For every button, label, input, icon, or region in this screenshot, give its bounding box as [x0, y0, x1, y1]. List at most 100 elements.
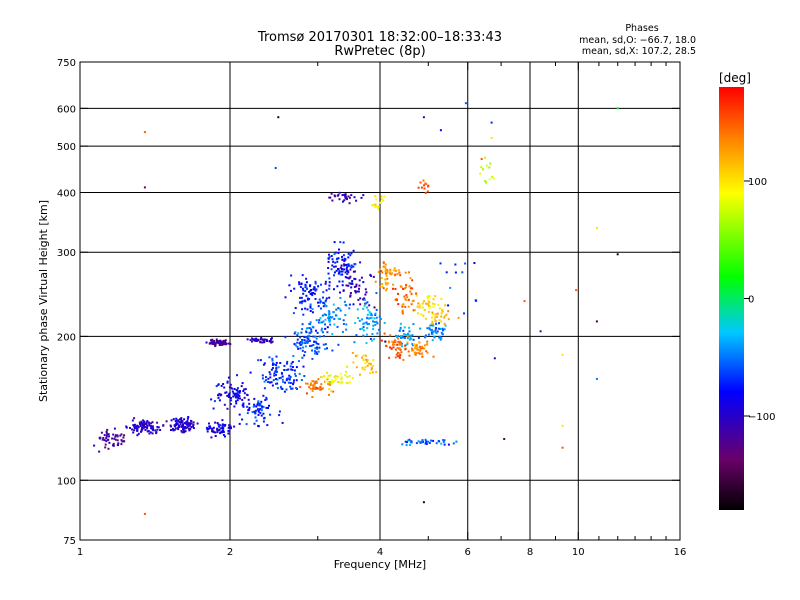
data-point — [326, 378, 329, 381]
data-point — [421, 306, 424, 309]
data-point — [399, 340, 402, 343]
data-point — [431, 311, 434, 314]
data-point — [318, 319, 321, 322]
data-point — [186, 423, 189, 426]
data-point — [133, 429, 136, 432]
data-point — [332, 390, 335, 393]
data-point — [311, 390, 314, 392]
data-point — [419, 347, 422, 350]
data-point — [379, 201, 382, 204]
data-point — [323, 303, 326, 306]
data-point — [278, 414, 281, 417]
data-point — [106, 433, 109, 436]
data-point — [300, 296, 303, 299]
data-point — [214, 345, 217, 348]
data-point — [286, 360, 289, 363]
data-point — [397, 334, 400, 337]
data-point — [297, 332, 300, 335]
data-point — [208, 422, 210, 425]
data-point — [309, 387, 312, 390]
data-point — [417, 351, 420, 354]
data-point — [416, 346, 419, 349]
data-point — [298, 372, 301, 375]
data-point — [227, 342, 230, 345]
data-point — [370, 314, 373, 317]
data-point — [145, 423, 148, 426]
data-point — [403, 337, 406, 339]
data-point — [107, 433, 110, 436]
data-point — [308, 291, 311, 293]
data-point — [307, 338, 310, 341]
data-point — [405, 444, 408, 447]
data-point — [289, 375, 292, 378]
data-point — [181, 421, 184, 424]
data-point — [215, 338, 218, 341]
data-point — [311, 357, 314, 360]
colorbar-label: [deg] — [719, 71, 751, 85]
data-point — [561, 353, 564, 356]
data-point — [385, 289, 388, 292]
data-point — [270, 337, 273, 340]
data-point — [431, 328, 433, 331]
data-point — [392, 346, 395, 349]
data-point — [190, 426, 193, 428]
data-point — [101, 438, 104, 441]
data-point — [401, 443, 404, 446]
data-point — [349, 275, 352, 278]
data-point — [432, 302, 435, 305]
data-point — [363, 368, 366, 371]
data-point — [401, 336, 404, 339]
data-point — [328, 253, 330, 256]
data-point — [120, 443, 123, 446]
data-point — [356, 308, 359, 311]
data-point — [426, 351, 429, 354]
data-point — [299, 347, 302, 350]
data-point — [302, 346, 305, 349]
data-point — [309, 303, 312, 306]
data-point — [108, 435, 110, 438]
data-point — [358, 319, 361, 322]
data-point — [438, 307, 441, 310]
data-point — [342, 241, 345, 244]
data-point — [376, 322, 379, 325]
data-point — [228, 432, 231, 435]
data-point — [308, 327, 311, 329]
data-point — [391, 340, 394, 343]
data-point — [347, 195, 350, 198]
data-point — [316, 347, 319, 350]
data-point — [455, 440, 458, 443]
data-point — [403, 326, 406, 329]
data-point — [327, 319, 330, 321]
data-point — [343, 268, 346, 271]
data-point — [214, 421, 217, 424]
data-point — [105, 432, 108, 435]
data-point — [320, 307, 322, 310]
data-point — [375, 198, 378, 201]
data-point — [345, 304, 348, 307]
data-point — [358, 279, 361, 282]
data-point — [401, 305, 404, 308]
data-point — [243, 392, 246, 395]
data-point — [407, 305, 410, 308]
data-point — [464, 102, 467, 105]
data-point — [318, 335, 321, 338]
data-point — [264, 338, 266, 341]
data-point — [415, 294, 418, 297]
data-point — [361, 356, 363, 359]
data-point — [327, 272, 330, 275]
data-point — [106, 439, 109, 442]
data-point — [306, 288, 308, 290]
data-point — [374, 323, 377, 326]
data-point — [267, 377, 270, 380]
data-point — [226, 394, 229, 397]
data-point — [327, 310, 330, 313]
data-point — [151, 428, 154, 431]
data-point — [314, 386, 317, 388]
data-point — [300, 283, 303, 285]
data-point — [327, 260, 330, 263]
data-point — [274, 167, 277, 169]
data-point — [289, 385, 292, 388]
data-point — [142, 422, 145, 425]
data-point — [326, 326, 329, 329]
data-point — [348, 276, 351, 279]
